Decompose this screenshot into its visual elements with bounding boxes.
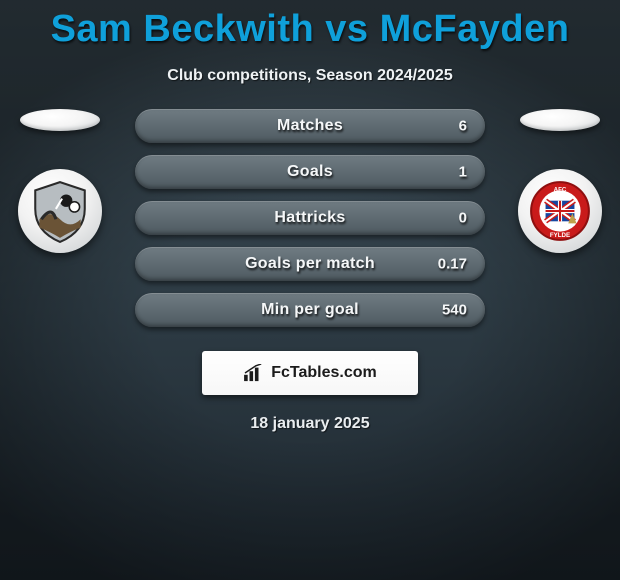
- stat-value-right: 6: [459, 118, 467, 135]
- page-title: Sam Beckwith vs McFayden: [0, 0, 620, 51]
- stat-row: Min per goal 540: [135, 293, 485, 327]
- badge-icon: AFC FYLDE: [527, 178, 593, 244]
- stat-row: Goals per match 0.17: [135, 247, 485, 281]
- subtitle: Club competitions, Season 2024/2025: [0, 67, 620, 85]
- stat-value-right: 0.17: [438, 256, 467, 273]
- attribution-card: FcTables.com: [202, 351, 418, 395]
- date-text: 18 january 2025: [0, 415, 620, 433]
- player-right-side: AFC FYLDE: [510, 109, 610, 253]
- attribution-text: FcTables.com: [271, 364, 377, 382]
- bar-chart-icon: [243, 364, 265, 382]
- stat-label: Goals: [287, 163, 333, 181]
- stat-label: Goals per match: [245, 255, 375, 273]
- club-crest-right: AFC FYLDE: [518, 169, 602, 253]
- player-left-silhouette: [20, 109, 100, 131]
- stat-row: Matches 6: [135, 109, 485, 143]
- player-right-silhouette: [520, 109, 600, 131]
- club-crest-left: [18, 169, 102, 253]
- stat-row: Goals 1: [135, 155, 485, 189]
- stat-label: Min per goal: [261, 301, 359, 319]
- svg-text:FYLDE: FYLDE: [550, 232, 570, 239]
- stat-value-right: 540: [442, 302, 467, 319]
- stat-label: Matches: [277, 117, 343, 135]
- shield-icon: [27, 178, 93, 244]
- player-left-side: [10, 109, 110, 253]
- stat-label: Hattricks: [274, 209, 345, 227]
- comparison-arena: AFC FYLDE Matches 6 Goals 1 Hattricks 0 …: [0, 109, 620, 329]
- svg-text:AFC: AFC: [554, 186, 567, 193]
- stat-pill-list: Matches 6 Goals 1 Hattricks 0 Goals per …: [135, 109, 485, 327]
- stat-value-right: 1: [459, 164, 467, 181]
- stat-value-right: 0: [459, 210, 467, 227]
- stat-row: Hattricks 0: [135, 201, 485, 235]
